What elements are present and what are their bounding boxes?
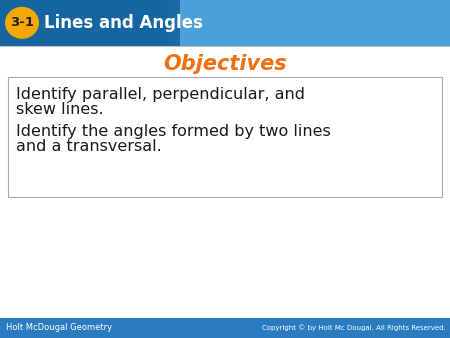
Bar [173, 0, 176, 46]
Bar [288, 0, 290, 46]
Bar [171, 0, 173, 46]
Bar [227, 0, 230, 46]
Text: Lines and Angles: Lines and Angles [44, 14, 203, 32]
Bar [189, 0, 191, 46]
Text: and a transversal.: and a transversal. [16, 139, 162, 154]
Ellipse shape [5, 7, 39, 39]
Text: 3-1: 3-1 [10, 16, 34, 29]
Bar [232, 0, 234, 46]
Bar [241, 0, 243, 46]
Bar [220, 0, 223, 46]
Bar [252, 0, 254, 46]
Bar [248, 0, 250, 46]
Bar [164, 0, 166, 46]
Bar [180, 0, 182, 46]
Bar [194, 0, 196, 46]
Bar [202, 0, 205, 46]
Text: Objectives: Objectives [163, 54, 287, 74]
Bar [230, 0, 232, 46]
Bar [243, 0, 245, 46]
Bar [209, 0, 211, 46]
Bar [196, 0, 198, 46]
Bar [284, 0, 286, 46]
Bar [279, 0, 281, 46]
Bar [180, 0, 450, 46]
Bar [8, 77, 442, 197]
Bar [268, 0, 270, 46]
Bar [0, 0, 270, 46]
Bar [205, 0, 207, 46]
Bar [238, 0, 241, 46]
Text: skew lines.: skew lines. [16, 102, 104, 117]
Bar [0, 318, 450, 338]
Text: Holt McDougal Geometry: Holt McDougal Geometry [6, 323, 112, 333]
Bar [259, 0, 261, 46]
Bar [214, 0, 216, 46]
Bar [218, 0, 220, 46]
Bar [254, 0, 256, 46]
Bar [158, 0, 160, 46]
Bar [225, 0, 227, 46]
Bar [187, 0, 189, 46]
Bar [281, 0, 284, 46]
Bar [290, 0, 292, 46]
Bar [169, 0, 171, 46]
Bar [286, 0, 288, 46]
Bar [191, 0, 194, 46]
Bar [198, 0, 200, 46]
Bar [200, 0, 202, 46]
Text: Copyright © by Holt Mc Dougal. All Rights Reserved.: Copyright © by Holt Mc Dougal. All Right… [262, 325, 446, 331]
Bar [178, 0, 180, 46]
Text: Identify parallel, perpendicular, and: Identify parallel, perpendicular, and [16, 87, 305, 102]
Text: Identify the angles formed by two lines: Identify the angles formed by two lines [16, 124, 331, 139]
Bar [270, 0, 272, 46]
Bar [236, 0, 238, 46]
Bar [272, 0, 274, 46]
Bar [160, 0, 162, 46]
Bar [176, 0, 178, 46]
Bar [184, 0, 187, 46]
Bar [162, 0, 164, 46]
Bar [216, 0, 218, 46]
Bar [274, 0, 277, 46]
Bar [261, 0, 263, 46]
Bar [256, 0, 259, 46]
Bar [234, 0, 236, 46]
Bar [166, 0, 169, 46]
Bar [223, 0, 225, 46]
Bar [212, 0, 214, 46]
Bar [277, 0, 279, 46]
Bar [266, 0, 268, 46]
Bar [263, 0, 266, 46]
Bar [250, 0, 252, 46]
Bar [207, 0, 209, 46]
Bar [0, 46, 450, 318]
Bar [182, 0, 184, 46]
Bar [245, 0, 248, 46]
